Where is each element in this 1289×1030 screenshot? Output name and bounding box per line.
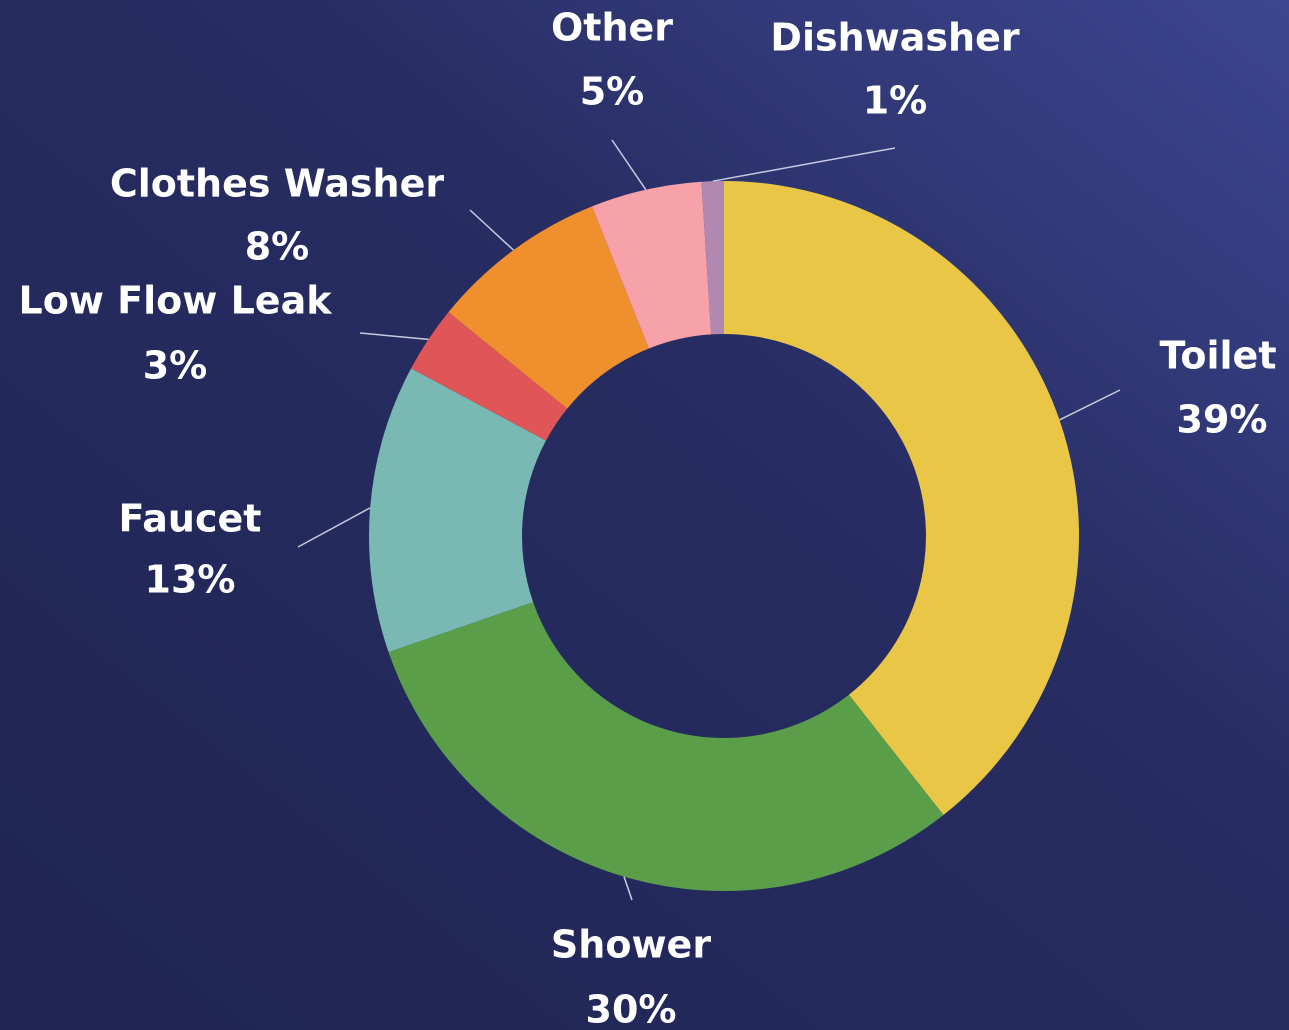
leader-line — [469, 209, 515, 251]
slice-label: Dishwasher — [770, 16, 1019, 60]
slice-value-label: 1% — [863, 79, 928, 123]
donut-slice — [701, 181, 724, 335]
donut-slice — [724, 181, 1079, 816]
slice-value-label: 5% — [580, 70, 645, 114]
leader-line — [623, 876, 633, 901]
leader-line — [359, 332, 429, 341]
leader-line — [712, 147, 896, 182]
slice-label: Shower — [551, 923, 711, 967]
donut-slice — [448, 206, 649, 409]
slice-label: Other — [551, 6, 673, 50]
slice-value-label: 30% — [586, 988, 677, 1030]
leader-line — [297, 507, 371, 548]
donut-slice — [592, 181, 712, 349]
slice-value-label: 13% — [145, 558, 236, 602]
leader-line — [611, 139, 647, 191]
slice-value-label: 8% — [245, 225, 310, 269]
slice-label: Toilet — [1160, 334, 1277, 378]
slice-value-label: 3% — [143, 344, 208, 388]
slice-label: Low Flow Leak — [19, 279, 333, 323]
slice-value-label: 39% — [1177, 398, 1268, 442]
leader-line — [1059, 389, 1121, 421]
donut-slice — [411, 312, 568, 441]
slice-label: Clothes Washer — [110, 162, 445, 206]
donut-slice — [368, 368, 546, 653]
donut-slice — [388, 602, 944, 891]
slice-label: Faucet — [119, 497, 262, 541]
